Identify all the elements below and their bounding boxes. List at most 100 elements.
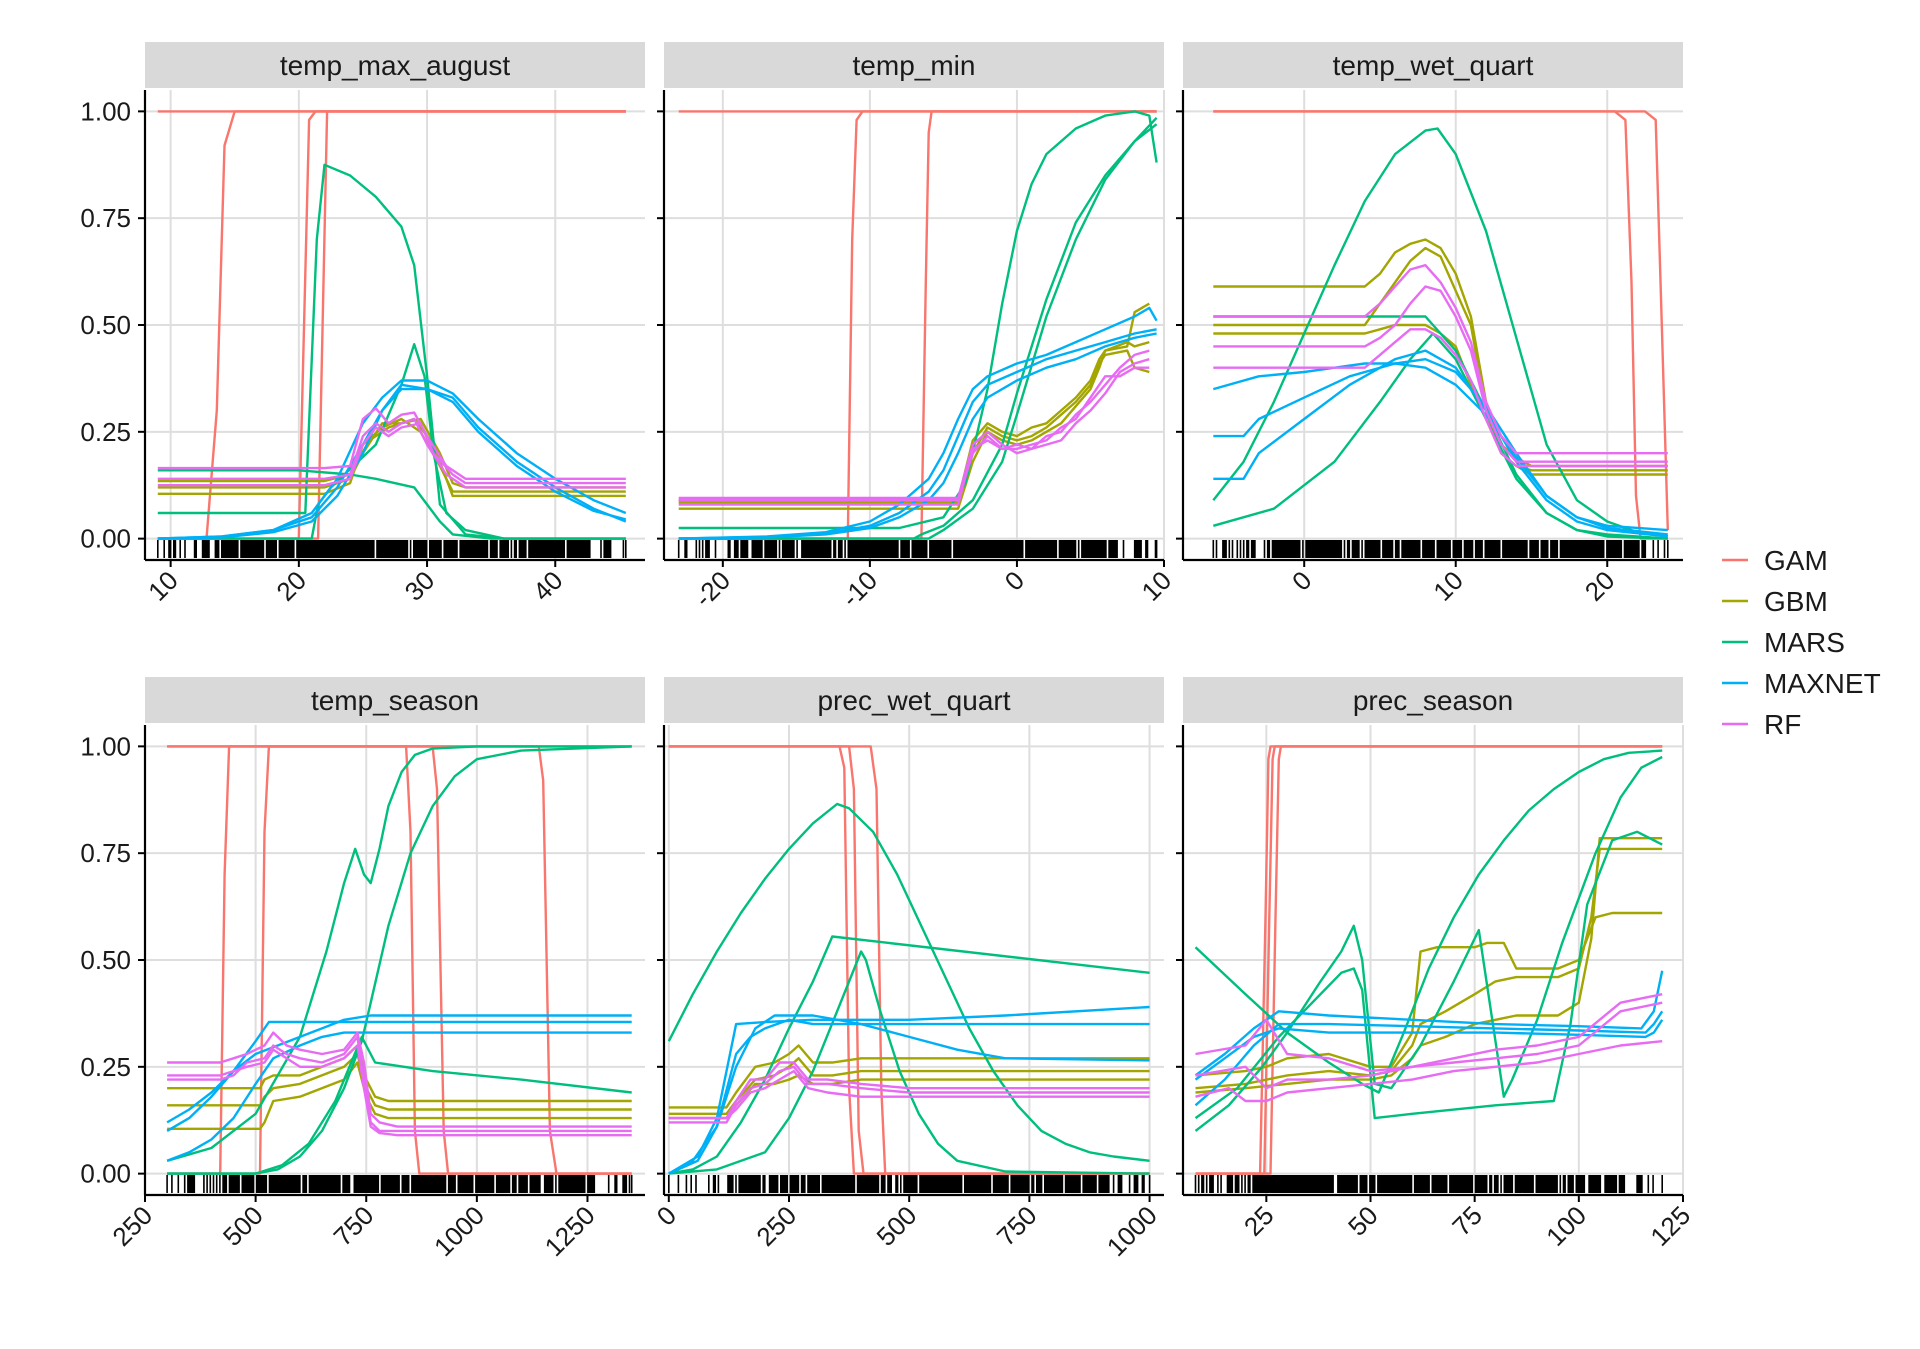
- series-line-mars: [678, 123, 1158, 540]
- rug: [677, 540, 1158, 558]
- facet-panel: temp_min-20 -10 0 10: [657, 42, 1177, 613]
- series-line-maxnet: [668, 1014, 1150, 1175]
- series-lines: [667, 745, 1150, 1175]
- y-tick-label: 0.25: [80, 1052, 131, 1082]
- facet-strip: [145, 42, 645, 88]
- series-line-maxnet: [678, 332, 1157, 540]
- series-line-rf: [167, 1031, 632, 1128]
- series-line-rf: [668, 1061, 1150, 1120]
- facet-strip: [1183, 677, 1683, 723]
- series-line-maxnet: [1194, 970, 1664, 1077]
- series-line-mars: [1194, 749, 1663, 1094]
- series-line-rf: [157, 422, 626, 487]
- series-line-rf: [668, 1065, 1150, 1124]
- legend-label: MAXNET: [1764, 668, 1881, 699]
- legend-item: RF: [1722, 709, 1801, 740]
- series-line-mars: [1212, 127, 1668, 538]
- series-line-gam: [1195, 745, 1663, 1175]
- rug-marks: [1212, 540, 1669, 558]
- y-tick-label: 0.00: [80, 1159, 131, 1189]
- series-line-mars: [157, 163, 626, 540]
- series-line-rf: [678, 349, 1150, 502]
- series-line-gam: [1213, 110, 1669, 531]
- facet-title: temp_season: [311, 685, 479, 716]
- series-line-gam: [668, 745, 1150, 1175]
- facet-strip: [664, 42, 1164, 88]
- series-line-gbm: [678, 349, 1150, 504]
- legend-item: MARS: [1722, 627, 1845, 658]
- series-lines: [678, 110, 1158, 540]
- series-line-rf: [1213, 264, 1668, 455]
- series-line-maxnet: [678, 306, 1158, 540]
- rug: [1212, 540, 1669, 558]
- legend-item: GBM: [1722, 586, 1828, 617]
- legend-item: MAXNET: [1722, 668, 1881, 699]
- rug-marks: [157, 540, 627, 558]
- facet-title: temp_wet_quart: [1333, 50, 1534, 81]
- rug-marks: [668, 1175, 1151, 1193]
- series-lines: [1212, 110, 1669, 540]
- y-tick-label: 0.25: [80, 417, 131, 447]
- legend: GAM GBM MARS MAXNET RF: [1722, 545, 1881, 740]
- series-line-gbm: [157, 417, 626, 498]
- rug-marks: [677, 540, 1158, 558]
- series-line-mars: [157, 469, 626, 540]
- y-tick-label: 0.50: [80, 310, 131, 340]
- series-line-maxnet: [1194, 1019, 1664, 1081]
- series-lines: [157, 110, 627, 540]
- rug-marks: [166, 1175, 633, 1193]
- y-tick-label: 0.75: [80, 838, 131, 868]
- y-tick-label: 0.00: [80, 524, 131, 554]
- y-tick-label: 0.50: [80, 945, 131, 975]
- series-line-rf: [1195, 1040, 1663, 1103]
- legend-label: RF: [1764, 709, 1801, 740]
- series-line-maxnet: [166, 1014, 632, 1124]
- series-line-rf: [1213, 285, 1668, 463]
- series-line-mars: [678, 116, 1158, 540]
- rug-marks: [1194, 1175, 1663, 1193]
- y-tick-label: 1.00: [80, 96, 131, 126]
- rug: [157, 540, 627, 558]
- series-lines: [166, 745, 632, 1175]
- series-line-maxnet: [678, 328, 1157, 540]
- series-line-gbm: [668, 1044, 1150, 1109]
- series-line-mars: [667, 802, 1150, 1162]
- facet-title: temp_min: [853, 50, 976, 81]
- facet-strip: [145, 677, 645, 723]
- series-line-gbm: [1195, 847, 1663, 1090]
- y-tick-label: 0.75: [80, 203, 131, 233]
- series-line-gbm: [678, 302, 1150, 502]
- rug: [166, 1175, 633, 1193]
- series-line-rf: [157, 407, 626, 480]
- legend-label: MARS: [1764, 627, 1845, 658]
- legend-label: GAM: [1764, 545, 1828, 576]
- series-line-rf: [1213, 328, 1668, 468]
- facet-title: prec_wet_quart: [817, 685, 1010, 716]
- facet-strip: [1183, 42, 1683, 88]
- series-line-rf: [668, 1069, 1150, 1120]
- series-line-rf: [678, 366, 1150, 506]
- rug: [668, 1175, 1151, 1193]
- series-line-maxnet: [157, 379, 627, 540]
- facet-title: prec_season: [1353, 685, 1513, 716]
- series-line-rf: [167, 1044, 632, 1137]
- facet-strip: [664, 677, 1164, 723]
- series-line-gbm: [678, 340, 1150, 510]
- series-line-mars: [167, 1035, 632, 1175]
- series-line-maxnet: [1212, 362, 1668, 532]
- legend-label: GBM: [1764, 586, 1828, 617]
- series-line-mars: [678, 110, 1158, 530]
- y-tick-label: 1.00: [80, 731, 131, 761]
- series-line-rf: [157, 417, 626, 489]
- series-line-maxnet: [1194, 1010, 1664, 1107]
- series-line-maxnet: [1213, 349, 1668, 538]
- series-line-mars: [668, 950, 1150, 1175]
- series-line-mars: [166, 745, 632, 1162]
- series-line-maxnet: [166, 1031, 632, 1162]
- facet-title: temp_max_august: [280, 50, 511, 81]
- series-line-mars: [1194, 830, 1663, 1120]
